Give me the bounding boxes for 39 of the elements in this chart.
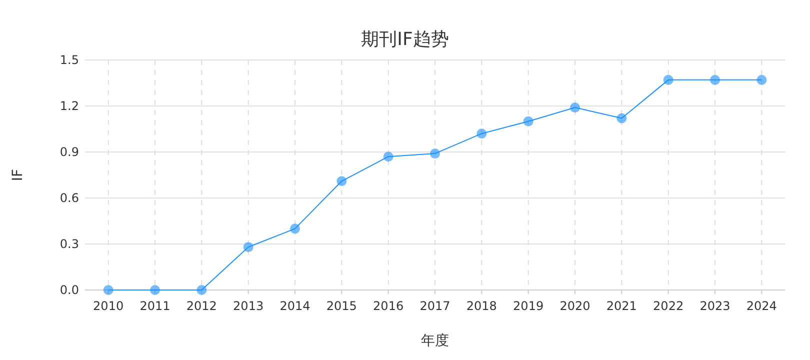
point	[756, 74, 767, 85]
x-tick-label: 2022	[653, 299, 684, 313]
y-tick-label: 0.0	[60, 283, 79, 297]
point	[476, 128, 487, 139]
y-tick-label: 0.6	[60, 191, 79, 205]
point	[150, 285, 160, 295]
y-axis-title: IF	[10, 168, 26, 182]
x-tick-label: 2012	[186, 299, 217, 313]
x-tick-label: 2018	[466, 299, 497, 313]
x-tick-label: 2014	[280, 299, 310, 313]
y-tick-label: 1.2	[60, 99, 79, 113]
y-tick-label: 0.3	[60, 237, 79, 251]
point	[383, 152, 394, 162]
y-tick-label: 0.9	[60, 145, 79, 159]
point	[570, 102, 580, 113]
x-tick-label: 2023	[700, 299, 730, 313]
point	[523, 116, 534, 126]
point	[290, 224, 300, 234]
point	[243, 242, 254, 252]
x-tick-label: 2019	[513, 299, 544, 313]
chart-title: 期刊IF趋势	[361, 29, 449, 50]
x-tick-label: 2010	[93, 299, 124, 313]
point	[710, 74, 720, 85]
x-tick-label: 2021	[606, 299, 637, 313]
x-tick-label: 2020	[560, 299, 590, 313]
point	[336, 176, 347, 186]
point	[103, 285, 114, 295]
y-tick-label: 1.5	[60, 53, 79, 67]
point	[430, 148, 440, 159]
x-tick-label: 2017	[420, 299, 450, 313]
x-axis-title: 年度	[421, 333, 449, 349]
x-tick-label: 2013	[233, 299, 264, 313]
point	[663, 74, 674, 85]
x-tick-label: 2015	[326, 299, 357, 313]
x-tick-label: 2024	[746, 299, 777, 313]
point	[196, 285, 207, 295]
point	[616, 113, 627, 124]
x-tick-label: 2011	[140, 299, 170, 313]
x-tick-label: 2016	[373, 299, 404, 313]
